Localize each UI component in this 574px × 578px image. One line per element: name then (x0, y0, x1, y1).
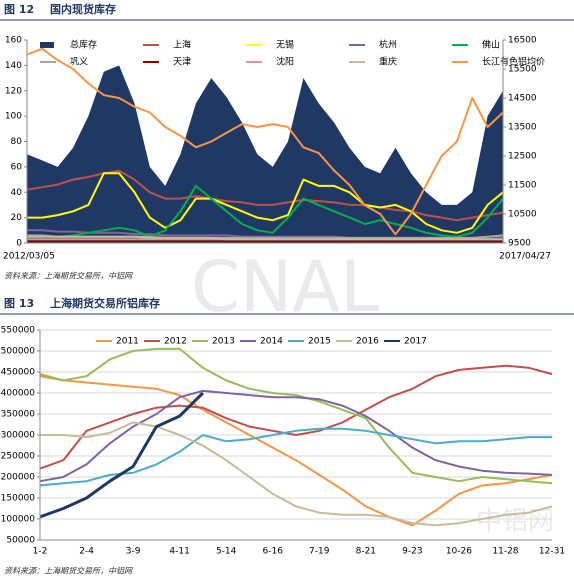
y-tick-label: 80 (11, 137, 23, 147)
legend-label: 佛山 (482, 39, 500, 51)
line (27, 235, 503, 241)
y-tick-label: 140 (5, 61, 22, 71)
line (39, 391, 204, 519)
legend-label: 2016 (356, 337, 379, 347)
x-tick-label: 6-16 (263, 547, 284, 557)
x-tick-label: 5-14 (216, 547, 237, 557)
x-tick-label: 10-26 (446, 547, 472, 557)
y-tick-label: 350000 (1, 410, 36, 420)
line (26, 47, 504, 236)
y-tick-label: 150000 (1, 494, 36, 504)
y-tick-label: 20 (11, 213, 23, 223)
legend-label: 上海 (173, 39, 191, 51)
y2-tick-label: 15500 (508, 65, 537, 75)
line (27, 172, 504, 234)
legend-label: 沈阳 (276, 56, 294, 68)
line (40, 421, 553, 527)
y2-tick-label: 9500 (508, 239, 531, 249)
y2-tick-label: 11500 (508, 181, 537, 191)
y-tick-label: 0 (16, 239, 22, 249)
x-tick-label: 2017/04/27 (499, 252, 551, 262)
x-tick-label: 3-9 (126, 547, 141, 557)
line (39, 347, 553, 485)
watermark: CNAL (191, 246, 379, 328)
legend-label: 2014 (260, 337, 283, 347)
figure-title: 上海期货交易所铝库存 (50, 296, 160, 310)
x-tick-label: 7-19 (309, 547, 330, 557)
y-tick-label: 550000 (1, 326, 36, 336)
legend-label: 巩义 (70, 57, 88, 68)
x-tick-label: 9-23 (402, 547, 422, 557)
y2-tick-label: 14500 (508, 94, 537, 104)
x-tick-label: 12-31 (539, 547, 565, 557)
line (27, 184, 504, 238)
source-note: 资料来源：上海期货交易所，中铝网 (4, 567, 133, 576)
line (39, 375, 553, 527)
figure-label: 图 12 (4, 3, 34, 16)
x-tick-label: 11-28 (492, 547, 518, 557)
figure-label: 图 13 (4, 297, 34, 310)
y-tick-label: 100 (5, 112, 22, 122)
y-tick-label: 160 (5, 36, 22, 46)
area (27, 65, 503, 244)
legend-label: 2017 (404, 337, 427, 347)
y-tick-label: 250000 (1, 452, 36, 462)
source-note: 资料来源：上海期货交易所，中铝网 (4, 272, 133, 281)
x-tick-label: 4-11 (169, 547, 189, 557)
legend-label: 2011 (116, 337, 139, 347)
y-tick-label: 400000 (1, 389, 36, 399)
legend-label: 重庆 (379, 56, 397, 68)
legend-label: 长江有色铝均价 (482, 56, 545, 68)
y-tick-label: 200000 (1, 473, 36, 483)
legend-label: 总库存 (70, 39, 97, 51)
legend-label: 2015 (308, 337, 331, 347)
x-tick-label: 2-4 (79, 547, 94, 557)
y-tick-label: 100000 (1, 515, 36, 525)
line (39, 364, 553, 470)
legend-label: 杭州 (379, 39, 397, 51)
legend-swatch (40, 42, 54, 48)
y-tick-label: 50000 (6, 536, 35, 546)
y-tick-label: 120 (5, 86, 22, 96)
y-tick-label: 450000 (1, 368, 36, 378)
y2-tick-label: 13500 (508, 123, 537, 133)
figure-title: 国内现货库存 (50, 2, 116, 16)
x-tick-label: 1-2 (33, 547, 48, 557)
y-tick-label: 500000 (1, 347, 36, 357)
line (39, 427, 552, 487)
y2-tick-label: 16500 (508, 36, 537, 46)
x-tick-label: 2012/03/05 (3, 252, 55, 262)
line (39, 389, 553, 483)
x-tick-label: 8-21 (356, 547, 376, 557)
y2-tick-label: 10500 (508, 210, 537, 220)
legend-label: 无锡 (276, 40, 294, 51)
legend-label: 2012 (164, 337, 187, 347)
y-tick-label: 300000 (1, 431, 36, 441)
y-tick-label: 40 (11, 188, 23, 198)
y2-tick-label: 12500 (508, 152, 537, 162)
y-tick-label: 60 (11, 162, 23, 172)
legend-label: 2013 (212, 337, 235, 347)
legend-label: 天津 (173, 57, 191, 68)
watermark: 中铝网 (476, 507, 554, 537)
